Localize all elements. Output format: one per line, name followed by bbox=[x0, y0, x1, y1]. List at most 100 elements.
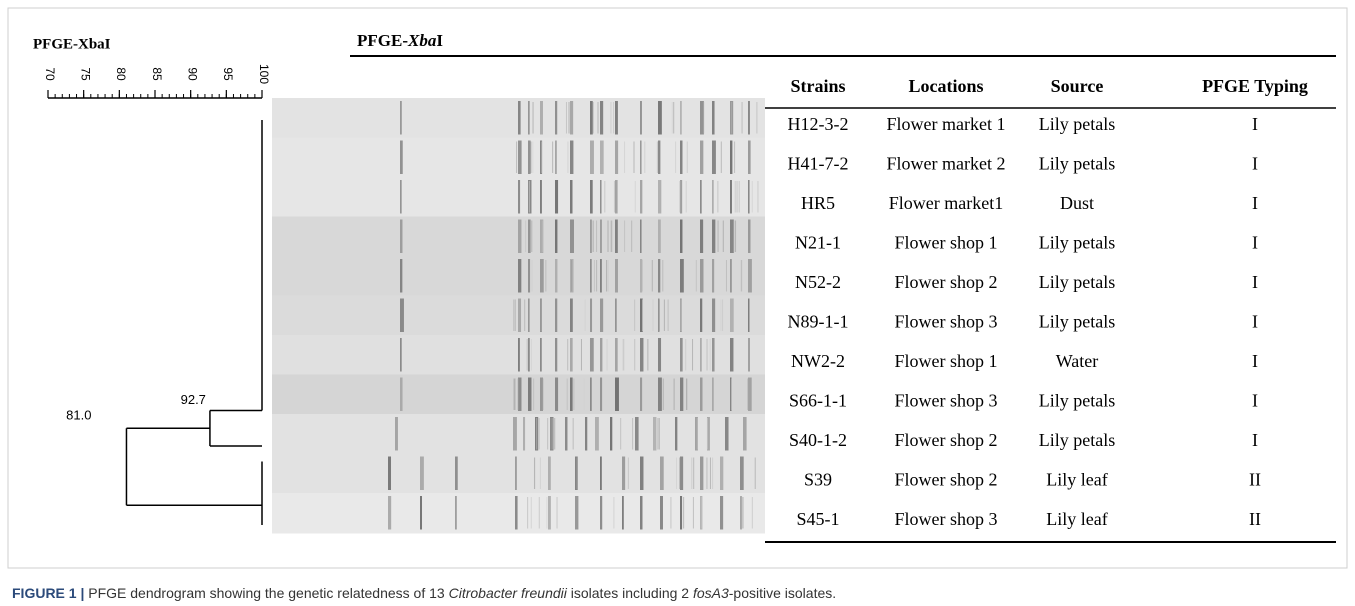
gel-band bbox=[570, 180, 573, 214]
gel-faint-band bbox=[686, 379, 687, 411]
gel-band bbox=[622, 457, 625, 491]
gel-band bbox=[528, 141, 531, 175]
gel-band bbox=[712, 338, 715, 372]
gel-band bbox=[400, 220, 402, 254]
gel-band bbox=[712, 180, 714, 214]
gel-band bbox=[555, 338, 557, 372]
gel-faint-band bbox=[531, 221, 532, 253]
gel-faint-band bbox=[756, 102, 757, 134]
gel-faint-band bbox=[533, 102, 534, 134]
gel-band bbox=[615, 338, 618, 372]
gel-faint-band bbox=[566, 102, 567, 134]
gel-faint-band bbox=[660, 181, 661, 213]
gel-faint-band bbox=[546, 497, 547, 529]
table-cell: N52-2 bbox=[795, 272, 841, 292]
table-header: Strains bbox=[790, 76, 845, 96]
gel-faint-band bbox=[691, 458, 692, 490]
gel-band bbox=[730, 299, 734, 333]
gel-faint-band bbox=[530, 142, 531, 174]
gel-faint-band bbox=[515, 379, 516, 411]
gel-faint-band bbox=[652, 260, 653, 292]
gel-band bbox=[700, 299, 702, 333]
gel-faint-band bbox=[534, 458, 535, 490]
gel-band bbox=[712, 101, 715, 135]
gel-band bbox=[622, 496, 624, 530]
gel-faint-band bbox=[554, 418, 555, 450]
gel-faint-band bbox=[742, 102, 743, 134]
gel-faint-band bbox=[747, 379, 748, 411]
gel-band bbox=[748, 259, 752, 293]
gel-band bbox=[555, 299, 557, 333]
gel-faint-band bbox=[657, 418, 658, 450]
gel-band bbox=[720, 496, 723, 530]
table-cell: H41-7-2 bbox=[788, 154, 849, 174]
gel-band bbox=[395, 417, 398, 451]
table-cell: Lily petals bbox=[1039, 114, 1115, 134]
gel-band bbox=[590, 220, 592, 254]
gel-faint-band bbox=[594, 260, 595, 292]
gel-faint-band bbox=[576, 458, 577, 490]
gel-band bbox=[540, 259, 544, 293]
gel-faint-band bbox=[596, 260, 597, 292]
table-cell: Lily leaf bbox=[1046, 470, 1107, 490]
gel-faint-band bbox=[608, 221, 609, 253]
gel-band bbox=[540, 101, 543, 135]
gel-faint-band bbox=[552, 142, 553, 174]
gel-band bbox=[730, 220, 734, 254]
node-label: 81.0 bbox=[66, 408, 91, 423]
gel-faint-band bbox=[539, 418, 540, 450]
gel-faint-band bbox=[712, 458, 713, 490]
gel-faint-band bbox=[532, 260, 533, 292]
gel-band bbox=[748, 338, 750, 372]
gel-band bbox=[730, 259, 732, 293]
gel-band bbox=[658, 338, 661, 372]
gel-band bbox=[748, 141, 751, 175]
gel-faint-band bbox=[683, 497, 684, 529]
table-cell: Lily leaf bbox=[1046, 509, 1107, 529]
gel-band bbox=[400, 101, 402, 135]
gel-faint-band bbox=[593, 102, 594, 134]
table-cell: Flower shop 2 bbox=[895, 272, 998, 292]
gel-faint-band bbox=[687, 142, 688, 174]
gel-band bbox=[600, 101, 603, 135]
table-cell: Lily petals bbox=[1039, 312, 1115, 332]
gel-band bbox=[528, 101, 530, 135]
gel-faint-band bbox=[670, 497, 671, 529]
gel-band bbox=[555, 141, 557, 175]
table-cell: Flower shop 3 bbox=[895, 509, 998, 529]
gel-band bbox=[518, 220, 521, 254]
gel-band bbox=[700, 220, 703, 254]
gel-faint-band bbox=[533, 379, 534, 411]
gel-faint-band bbox=[672, 102, 673, 134]
gel-faint-band bbox=[536, 418, 537, 450]
gel-faint-band bbox=[757, 181, 758, 213]
gel-band bbox=[590, 101, 593, 135]
gel-faint-band bbox=[707, 418, 708, 450]
gel-band bbox=[600, 378, 602, 412]
gel-band bbox=[590, 259, 592, 293]
gel-faint-band bbox=[631, 221, 632, 253]
gel-faint-band bbox=[613, 497, 614, 529]
gel-band bbox=[400, 378, 403, 412]
gel-faint-band bbox=[607, 339, 608, 371]
gel-band bbox=[730, 180, 732, 214]
gel-title-part: I bbox=[436, 31, 443, 50]
gel-faint-band bbox=[596, 221, 597, 253]
gel-faint-band bbox=[664, 300, 665, 332]
gel-image bbox=[272, 98, 765, 534]
gel-lane bbox=[272, 414, 765, 455]
gel-band bbox=[590, 378, 592, 412]
gel-faint-band bbox=[584, 379, 585, 411]
gel-band bbox=[615, 220, 618, 254]
caption: FIGURE 1 | PFGE dendrogram showing the g… bbox=[12, 585, 836, 601]
gel-band bbox=[528, 299, 530, 333]
gel-band bbox=[640, 496, 642, 530]
gel-lane bbox=[272, 454, 765, 495]
gel-faint-band bbox=[720, 300, 721, 332]
table-cell: I bbox=[1252, 233, 1258, 253]
gel-faint-band bbox=[685, 339, 686, 371]
table-cell: Lily petals bbox=[1039, 272, 1115, 292]
gel-band bbox=[590, 141, 594, 175]
gel-faint-band bbox=[610, 102, 611, 134]
gel-band bbox=[680, 457, 683, 491]
